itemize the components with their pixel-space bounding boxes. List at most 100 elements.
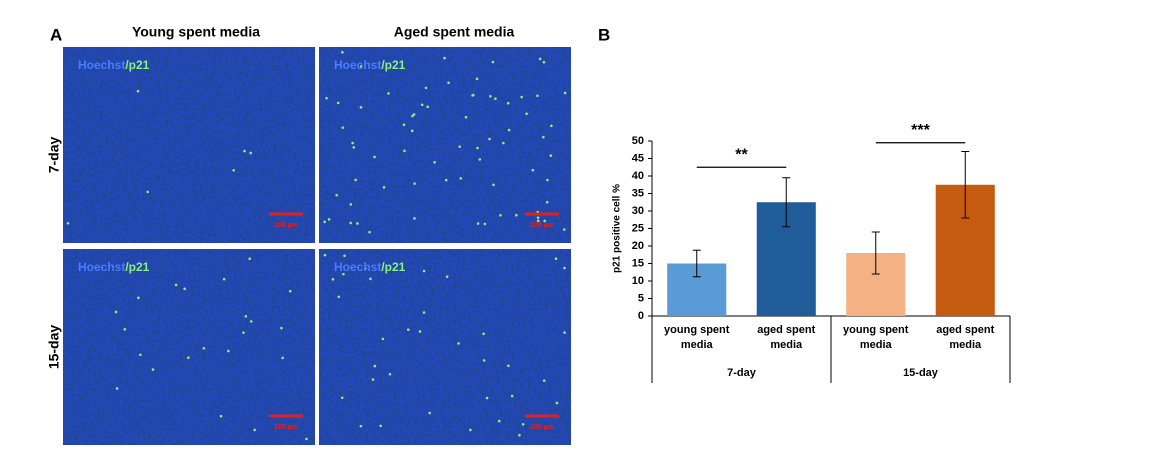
p21-cell <box>542 135 545 139</box>
p21-cell <box>410 129 414 133</box>
p21-cell <box>444 178 448 182</box>
p21-cell <box>510 394 514 398</box>
p21-cell <box>340 396 344 400</box>
p21-cell <box>443 56 446 60</box>
p21-cell <box>482 332 485 336</box>
p21-cell <box>382 186 386 189</box>
p21-cell <box>476 146 479 150</box>
p21-cell <box>359 106 363 109</box>
p21-cell <box>491 60 495 64</box>
image-grid: Hoechst/p21 100 µm Hoechst/p21 100 µm Hoechs… <box>63 47 571 445</box>
p21-cell <box>288 289 292 293</box>
p21-cell <box>371 378 375 381</box>
p21-cell <box>381 337 385 341</box>
y-tick-label: 25 <box>632 222 644 234</box>
p21-cell <box>485 396 489 400</box>
p21-cell <box>341 126 345 129</box>
stain-p21: /p21 <box>381 58 405 72</box>
p21-cell <box>363 267 367 270</box>
p21-cell <box>222 277 226 281</box>
p21-cell <box>497 419 501 423</box>
p21-cell <box>248 257 252 261</box>
stain-label: Hoechst/p21 <box>78 260 150 274</box>
p21-cell <box>483 222 487 226</box>
column-title: Aged spent media <box>394 24 515 40</box>
p21-cell <box>373 155 376 159</box>
p21-cell <box>507 128 511 132</box>
p21-cell <box>447 81 450 85</box>
p21-cell <box>137 296 140 300</box>
p21-cell <box>349 221 352 225</box>
p21-cell <box>458 145 461 148</box>
scale-label: 100 µm <box>530 222 554 229</box>
y-axis-title: p21 positive cell % <box>612 184 623 273</box>
p21-cell <box>242 331 245 334</box>
p21-cell <box>146 190 149 194</box>
p21-cell <box>243 149 246 153</box>
p21-cell <box>538 57 542 61</box>
p21-cell <box>280 326 283 330</box>
row-title: 7-day <box>46 137 62 174</box>
p21-cell <box>494 97 497 101</box>
p21-cell <box>151 368 155 371</box>
p21-cell <box>352 146 356 149</box>
p21-cell <box>555 401 559 405</box>
p21-cell <box>525 112 528 116</box>
p21-cell <box>115 387 119 390</box>
p21-cell <box>219 414 223 418</box>
p21-cell <box>342 272 345 276</box>
p21-cell <box>337 295 341 299</box>
p21-cell <box>507 364 510 368</box>
p21-cell <box>433 160 436 164</box>
y-tick-label: 10 <box>632 275 644 287</box>
p21-cell <box>227 349 230 353</box>
p21-cell <box>174 283 178 287</box>
p21-cell <box>545 200 549 204</box>
stain-hoechst: Hoechst <box>78 58 125 72</box>
p21-cell <box>542 60 546 64</box>
p21-cell <box>406 328 410 332</box>
p21-cell <box>387 92 390 95</box>
p21-cell <box>402 123 406 127</box>
stain-p21: /p21 <box>125 260 149 274</box>
stain-hoechst: Hoechst <box>334 58 381 72</box>
p21-cell <box>369 277 372 281</box>
p21-cell <box>543 219 547 223</box>
stain-p21: /p21 <box>125 58 149 72</box>
column-title: Young spent media <box>132 24 260 40</box>
p21-cell <box>418 330 422 333</box>
p21-cell <box>520 95 523 99</box>
p21-cell <box>531 168 535 172</box>
p21-cell <box>403 149 406 153</box>
p21-cell <box>536 216 540 219</box>
p21-cell <box>411 114 414 118</box>
p21-cell <box>343 254 346 258</box>
p21-cell <box>413 217 416 220</box>
p21-cell <box>351 141 354 145</box>
x-tick-label: young spent media <box>843 324 909 351</box>
y-tick-label: 30 <box>632 205 644 217</box>
y-tick-label: 40 <box>632 170 644 182</box>
p21-cell <box>515 213 518 217</box>
stain-p21: /p21 <box>381 260 405 274</box>
p21-cell <box>420 103 424 107</box>
p21-cell <box>388 372 392 376</box>
micrograph-texture <box>319 249 571 445</box>
p21-cell <box>502 141 505 145</box>
group-label: 7-day <box>727 367 757 379</box>
p21-cell <box>457 342 460 345</box>
p21-cell <box>331 277 335 281</box>
p21-cell <box>249 151 253 155</box>
p21-cell <box>506 101 510 105</box>
p21-cell <box>187 356 190 359</box>
p21-cell <box>521 422 525 426</box>
p21-cell <box>464 115 468 119</box>
p21-cell <box>469 428 472 432</box>
p21-cell <box>412 113 416 116</box>
p21-cell <box>359 424 363 428</box>
p21-cell <box>183 287 186 291</box>
p21-cell <box>550 124 553 128</box>
p21-cell <box>445 275 449 279</box>
p21-cell <box>422 311 426 314</box>
